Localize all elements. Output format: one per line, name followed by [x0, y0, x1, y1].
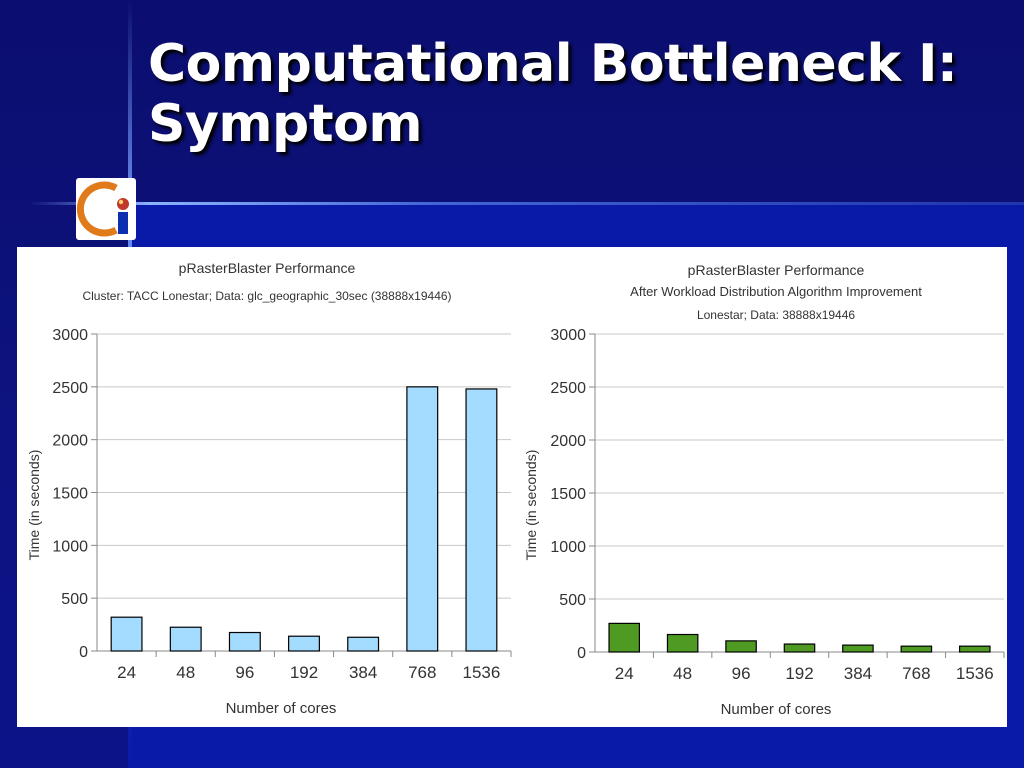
x-tick-label: 384: [349, 663, 377, 682]
bar-384: [347, 636, 380, 652]
chart-right: pRasterBlaster Performance After Workloa…: [523, 262, 1005, 718]
slide-title: Computational Bottleneck I: Symptom: [148, 34, 1008, 154]
ci-logo-graphic: [76, 181, 129, 237]
horizontal-accent-line: [30, 202, 1024, 205]
y-tick-label: 1500: [52, 486, 88, 503]
x-tick-label: 48: [673, 664, 692, 683]
y-axis-label: Time (in seconds): [523, 450, 539, 561]
y-tick-label: 0: [79, 644, 88, 661]
y-axis-label: Time (in seconds): [26, 450, 42, 561]
y-tick-label: 1000: [52, 538, 88, 555]
x-tick-label: 192: [290, 663, 318, 682]
bar-192: [288, 635, 320, 652]
chart-panel: pRasterBlaster Performance Cluster: TACC…: [17, 247, 1007, 727]
x-axis-label: Number of cores: [226, 700, 337, 717]
bar-48: [666, 633, 699, 653]
logo-dot-highlight: [118, 199, 124, 205]
bar-48: [169, 626, 202, 652]
chart-title: pRasterBlaster Performance: [179, 260, 356, 276]
bar-24: [608, 622, 641, 653]
x-tick-label: 24: [615, 664, 634, 683]
slide-title-line-2: Symptom: [148, 94, 423, 154]
y-tick-label: 3000: [52, 327, 88, 344]
chart-subtitle: After Workload Distribution Algorithm Im…: [630, 284, 922, 299]
bar-24: [110, 616, 143, 652]
x-tick-label: 96: [235, 663, 254, 682]
y-tick-label: 2000: [52, 433, 88, 450]
charts-svg: pRasterBlaster Performance Cluster: TACC…: [26, 260, 1005, 718]
x-tick-label: 768: [408, 663, 436, 682]
x-tick-label: 768: [902, 664, 930, 683]
bar-96: [725, 640, 757, 653]
x-tick-label: 1536: [463, 663, 501, 682]
logo-c-arc: [76, 181, 118, 237]
y-tick-label: 0: [577, 645, 586, 662]
x-tick-label: 96: [732, 664, 751, 683]
y-tick-label: 2500: [550, 380, 586, 397]
y-tick-label: 500: [61, 591, 88, 608]
bar-192: [783, 643, 816, 653]
y-tick-label: 1500: [550, 486, 586, 503]
bar-768: [900, 645, 933, 653]
chart-left: pRasterBlaster Performance Cluster: TACC…: [26, 260, 512, 717]
x-tick-label: 384: [844, 664, 872, 683]
bar-1536: [465, 388, 498, 652]
chart-title: pRasterBlaster Performance: [688, 262, 865, 278]
y-tick-label: 3000: [550, 327, 586, 344]
x-tick-label: 48: [176, 663, 195, 682]
bar-768: [406, 386, 439, 652]
bar-1536: [958, 645, 991, 653]
y-tick-label: 2000: [550, 433, 586, 450]
y-tick-label: 2500: [52, 380, 88, 397]
x-tick-label: 192: [785, 664, 813, 683]
chart-subtitle: Cluster: TACC Lonestar; Data: glc_geogra…: [82, 289, 451, 303]
logo-i-stem: [118, 212, 128, 234]
logo-dot: [117, 198, 129, 210]
y-tick-label: 500: [559, 592, 586, 609]
slide-title-line-1: Computational Bottleneck I:: [148, 34, 958, 94]
x-tick-label: 1536: [956, 664, 994, 683]
x-axis-label: Number of cores: [721, 701, 832, 718]
x-tick-label: 24: [117, 663, 136, 682]
chart-subtitle-2: Lonestar; Data: 38888x19446: [697, 308, 855, 322]
bar-96: [228, 631, 261, 652]
y-tick-label: 1000: [550, 539, 586, 556]
bar-384: [842, 644, 874, 653]
ci-logo-icon: [76, 178, 136, 240]
